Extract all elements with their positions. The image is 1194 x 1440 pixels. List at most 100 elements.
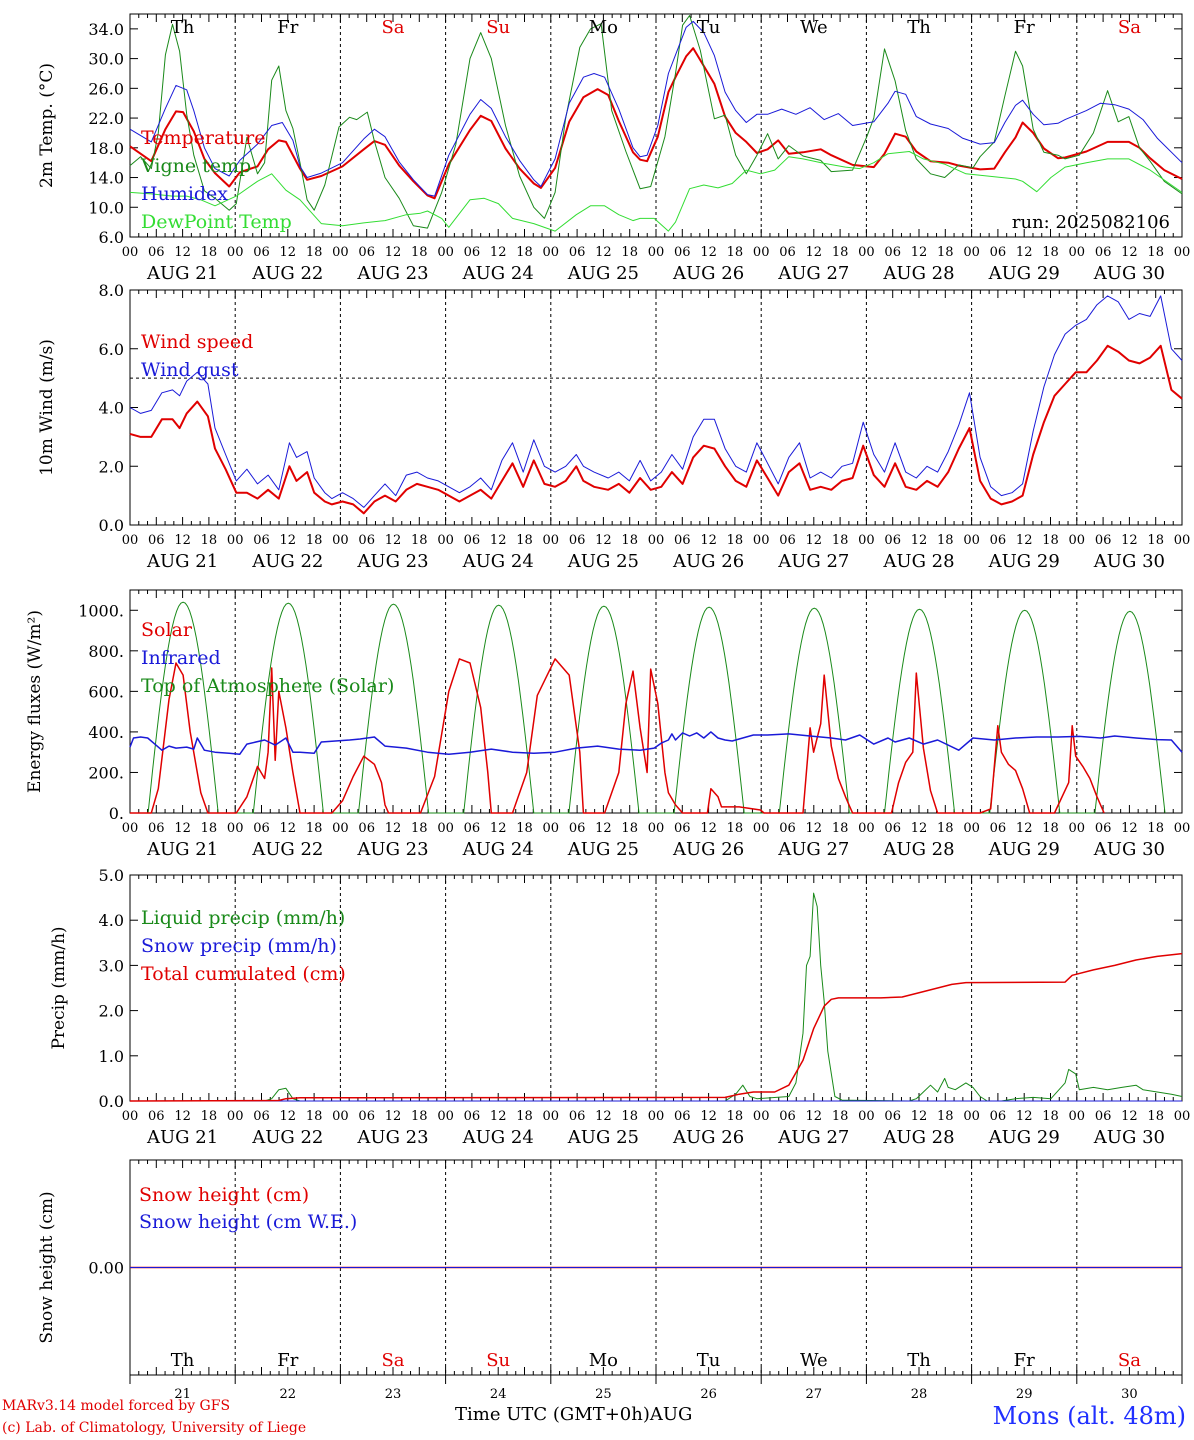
day-number-label: 30	[1121, 1387, 1138, 1402]
hour-tick-label: 00	[543, 245, 560, 260]
date-label: AUG 30	[1093, 839, 1165, 860]
hour-tick-label: 12	[174, 821, 191, 836]
hour-tick-label: 00	[858, 821, 875, 836]
hour-tick-label: 18	[201, 245, 218, 260]
hour-tick-label: 06	[569, 533, 586, 548]
hour-tick-label: 00	[332, 1109, 349, 1124]
hour-tick-label: 12	[174, 245, 191, 260]
day-name-label: Th	[907, 1350, 931, 1371]
y-tick-label: 200.	[88, 763, 124, 782]
date-label: AUG 29	[988, 1127, 1060, 1148]
day-name-label: Sa	[381, 1350, 404, 1371]
hour-tick-label: 06	[779, 821, 796, 836]
legend-entry: Wind speed	[141, 331, 253, 353]
hour-tick-label: 12	[174, 533, 191, 548]
time-axis-title: Time UTC (GMT+0h)AUG	[455, 1404, 692, 1425]
hour-tick-label: 06	[779, 245, 796, 260]
hour-tick-label: 00	[122, 1109, 139, 1124]
hour-tick-label: 12	[806, 533, 823, 548]
hour-tick-label: 00	[753, 245, 770, 260]
legend-entry: Infrared	[141, 647, 221, 669]
y-axis-label: Energy fluxes (W/m²)	[25, 610, 45, 793]
hour-tick-label: 00	[963, 533, 980, 548]
day-number-label: 29	[1016, 1387, 1033, 1402]
day-number-label: 21	[174, 1387, 191, 1402]
date-label: AUG 28	[882, 1127, 954, 1148]
hour-tick-label: 18	[306, 245, 323, 260]
hour-tick-label: 18	[306, 821, 323, 836]
hour-tick-label: 18	[201, 533, 218, 548]
y-tick-label: 22.0	[88, 109, 124, 128]
y-tick-label: 800.	[88, 642, 124, 661]
y-axis-label: Snow height (cm)	[37, 1191, 57, 1343]
hour-tick-label: 12	[1016, 821, 1033, 836]
hour-tick-label: 06	[884, 1109, 901, 1124]
hour-tick-label: 06	[990, 1109, 1007, 1124]
day-number-label: 27	[806, 1387, 823, 1402]
date-label: AUG 28	[882, 551, 954, 572]
date-label: AUG 23	[356, 551, 428, 572]
y-tick-label: 1.0	[99, 1047, 124, 1066]
date-label: AUG 29	[988, 551, 1060, 572]
hour-tick-label: 18	[937, 1109, 954, 1124]
hour-tick-label: 12	[1121, 821, 1138, 836]
hour-tick-label: 12	[280, 1109, 297, 1124]
hour-tick-label: 18	[832, 1109, 849, 1124]
legend-entry: Wind gust	[141, 359, 239, 381]
hour-tick-label: 18	[727, 245, 744, 260]
date-label: AUG 25	[567, 551, 639, 572]
hour-tick-label: 00	[648, 245, 665, 260]
date-label: AUG 30	[1093, 263, 1165, 284]
hour-tick-label: 00	[332, 245, 349, 260]
hour-tick-label: 00	[858, 533, 875, 548]
hour-tick-label: 12	[1121, 1109, 1138, 1124]
y-axis-label: 10m Wind (m/s)	[37, 339, 57, 476]
panel-snow	[129, 1159, 1183, 1384]
hour-tick-label: 06	[569, 245, 586, 260]
date-label: AUG 22	[251, 263, 323, 284]
hour-tick-label: 06	[464, 1109, 481, 1124]
y-tick-label: 0.0	[99, 516, 124, 535]
hour-tick-label: 18	[201, 821, 218, 836]
date-label: AUG 27	[777, 263, 849, 284]
series-line	[129, 151, 1183, 232]
hour-tick-label: 06	[253, 245, 270, 260]
hour-tick-label: 06	[464, 533, 481, 548]
hour-tick-label: 06	[990, 533, 1007, 548]
y-tick-label: 2.0	[99, 1002, 124, 1021]
panel-frame	[129, 589, 1183, 814]
hour-tick-label: 06	[1095, 245, 1112, 260]
hour-tick-label: 12	[280, 821, 297, 836]
hour-tick-label: 12	[806, 821, 823, 836]
hour-tick-label: 00	[648, 533, 665, 548]
hour-tick-label: 12	[1121, 533, 1138, 548]
hour-tick-label: 06	[990, 821, 1007, 836]
hour-tick-label: 12	[1016, 245, 1033, 260]
day-name-label: Th	[171, 1350, 195, 1371]
y-tick-label: 30.0	[88, 50, 124, 69]
day-number-label: 23	[385, 1387, 402, 1402]
y-tick-label: 0.0	[99, 1092, 124, 1111]
date-label: AUG 30	[1093, 1127, 1165, 1148]
hour-tick-label: 00	[1069, 1109, 1086, 1124]
hour-tick-label: 18	[1042, 821, 1059, 836]
hour-tick-label: 18	[516, 821, 533, 836]
date-label: AUG 26	[672, 839, 744, 860]
hour-tick-label: 00	[543, 533, 560, 548]
hour-tick-label: 00	[437, 533, 454, 548]
date-label: AUG 24	[462, 551, 534, 572]
hour-tick-label: 12	[595, 533, 612, 548]
hour-tick-label: 12	[1016, 533, 1033, 548]
day-name-label: Mo	[589, 17, 618, 38]
legend-entry: Vigne temp	[140, 155, 251, 177]
hour-tick-label: 12	[490, 821, 507, 836]
hour-tick-label: 00	[332, 821, 349, 836]
day-number-label: 28	[911, 1387, 928, 1402]
y-tick-label: 8.0	[99, 281, 124, 300]
legend-entry: Humidex	[141, 183, 228, 205]
model-credit: MARv3.14 model forced by GFS	[2, 1398, 231, 1414]
series-line	[129, 47, 1183, 200]
hour-tick-label: 18	[201, 1109, 218, 1124]
day-name-label: Fr	[1014, 17, 1035, 38]
hour-tick-label: 18	[516, 1109, 533, 1124]
